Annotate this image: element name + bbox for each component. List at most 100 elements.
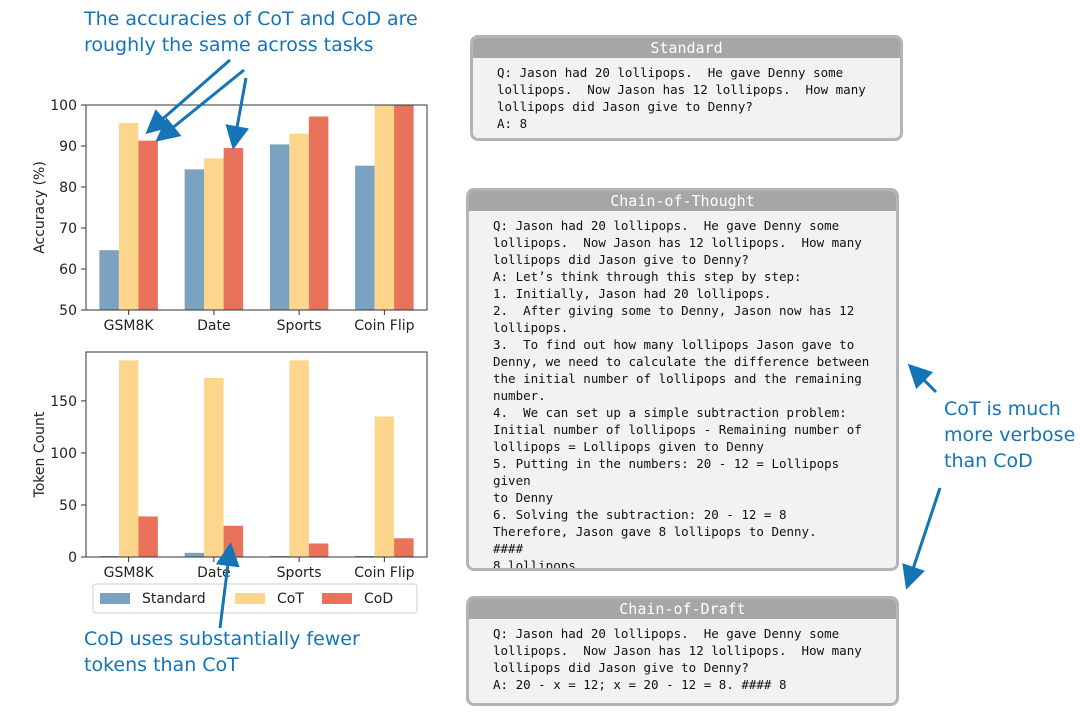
bar-cod-sports [308,116,329,310]
x-tick-label: Sports [277,565,322,581]
panel-text-line: Q: Jason had 20 lollipops. He gave Denny… [493,218,840,233]
bar-cot-date [204,378,224,557]
bar-cod-gsm8k [138,516,158,557]
annotation-tokens-line: CoD uses substantially fewer tokens than… [84,628,360,676]
panel-text-line: number. [493,388,546,403]
bar-standard-sports [269,555,290,557]
bar-standard-date [184,552,205,557]
bar-cod-coin-flip [394,538,414,557]
x-tick-label: Sports [277,318,322,334]
arrow-right-down [902,487,942,590]
panel-chain-of-thought: Chain-of-Thought Q: Jason had 20 lollipo… [466,188,899,571]
panel-text-line: 6. Solving the subtraction: 20 - 12 = 8 [493,507,787,522]
y-tick-label: 150 [50,394,77,410]
y-tick-label: 100 [50,98,77,114]
x-tick-label: Coin Flip [354,318,414,334]
x-tick-label: GSM8K [104,565,155,581]
annotation-arrows [145,58,942,629]
y-axis-label: Token Count [32,411,48,498]
bar-cot-sports [289,133,309,310]
bar-standard-coin-flip [355,555,375,557]
arrow-right-up [907,363,938,394]
accuracy-chart: 50 60 70 80 90 100 Accuracy (%) GSM8K Date Sports… [32,98,428,334]
y-tick-label: 90 [59,139,77,155]
bar-cod-sports [308,543,329,557]
bar-cot-gsm8k [118,360,139,557]
bar-cod-gsm8k [138,140,158,310]
x-tick-label: Coin Flip [354,565,414,581]
y-tick-label: 50 [59,498,77,514]
panel-text-line: Therefore, Jason gave 8 lollipops to Den… [493,524,817,539]
panel-chain-of-draft: Chain-of-Draft Q: Jason had 20 lollipops… [466,596,899,706]
bar-cot-date [204,158,224,310]
bar-standard-gsm8k [99,555,119,557]
y-tick-label: 50 [59,303,77,319]
bar-standard-gsm8k [99,250,119,310]
panel-cot-body: Q: Jason had 20 lollipops. He gave Denny… [469,211,896,571]
arrow-top-3 [225,77,250,150]
annotation-verbose-line: CoT is much more verbose than CoD [944,398,1076,472]
panel-text-line: lollipops. [493,320,569,335]
panel-standard-title: Standard [473,38,900,58]
legend-label-cot: CoT [277,591,304,607]
panel-text-line: A: 20 - x = 12; x = 20 - 12 = 8. #### 8 [493,677,787,692]
annotation-fewer-tokens: CoD uses substantially fewer tokens than… [84,626,404,678]
annotation-accuracy-similar: The accuracies of CoT and CoD are roughl… [84,6,444,58]
arrow-top-2 [155,68,245,142]
panel-text-line: lollipops did Jason give to Denny? [493,252,749,267]
y-tick-label: 0 [68,550,77,566]
bar-cot-coin-flip [374,105,395,310]
panel-text-line: lollipops. Now Jason has 12 lollipops. H… [493,643,862,658]
legend-label-standard: Standard [142,591,206,607]
bar-standard-coin-flip [355,165,375,310]
plot-frame [85,351,428,558]
panel-standard-body: Q: Jason had 20 lollipops. He gave Denny… [473,58,900,132]
panel-text-line: Q: Jason had 20 lollipops. He gave Denny… [493,626,840,641]
panel-text-line: A: Let’s think through this step by step… [493,269,802,284]
annotation-cot-verbose: CoT is much more verbose than CoD [944,396,1079,474]
panel-text-line: lollipops. Now Jason has 12 lollipops. H… [497,82,866,97]
y-tick-label: 100 [50,446,77,462]
panel-text-line: lollipops did Jason give to Denny? [497,99,753,114]
bar-cod-date [223,525,244,557]
panel-text-line: #### [493,541,524,556]
arrow-top-1 [145,58,231,134]
panel-cod-body: Q: Jason had 20 lollipops. He gave Denny… [469,619,896,693]
x-tick-label: GSM8K [104,318,155,334]
bar-cot-gsm8k [118,123,139,310]
legend-label-cod: CoD [364,591,393,607]
panel-cod-title: Chain-of-Draft [469,599,896,619]
legend-swatch-cot [235,593,265,604]
arrow-bottom [215,542,240,629]
bar-standard-date [184,169,205,310]
bar-cot-sports [289,360,309,557]
bar-cod-coin-flip [394,105,414,310]
panel-text-line: 4. We can set up a simple subtraction pr… [493,405,847,420]
panel-text-line: the initial number of lollipops and the … [493,371,862,386]
y-tick-label: 80 [59,180,77,196]
panel-text-line: A: 8 [497,116,528,131]
y-tick-label: 60 [59,262,77,278]
bar-cot-coin-flip [374,416,395,557]
panel-text-line: 3. To find out how many lollipops Jason … [493,337,855,352]
x-tick-label: Date [197,565,230,581]
y-tick-label: 70 [59,221,77,237]
annotation-accuracy-line: The accuracies of CoT and CoD are roughl… [84,8,418,56]
bar-standard-sports [269,144,290,310]
plot-frame [85,104,428,311]
panel-text-line: 8 lollipops [493,558,576,571]
x-tick-label: Date [197,318,230,334]
panel-text-line: lollipops. Now Jason has 12 lollipops. H… [493,235,862,250]
panel-text-line: Q: Jason had 20 lollipops. He gave Denny… [497,65,844,80]
panel-text-line: Initial number of lollipops - Remaining … [493,422,862,437]
panel-text-line: Denny, we need to calculate the differen… [493,354,870,369]
panel-text-line: lollipops = Lollipops given to Denny [493,439,764,454]
legend-swatch-standard [100,593,130,604]
panel-text-line: 5. Putting in the numbers: 20 - 12 = Lol… [493,456,847,488]
panel-text-line: 2. After giving some to Denny, Jason now… [493,303,855,318]
panel-text-line: lollipops did Jason give to Denny? [493,660,749,675]
panel-standard: Standard Q: Jason had 20 lollipops. He g… [470,35,903,141]
panel-text-line: 1. Initially, Jason had 20 lollipops. [493,286,772,301]
